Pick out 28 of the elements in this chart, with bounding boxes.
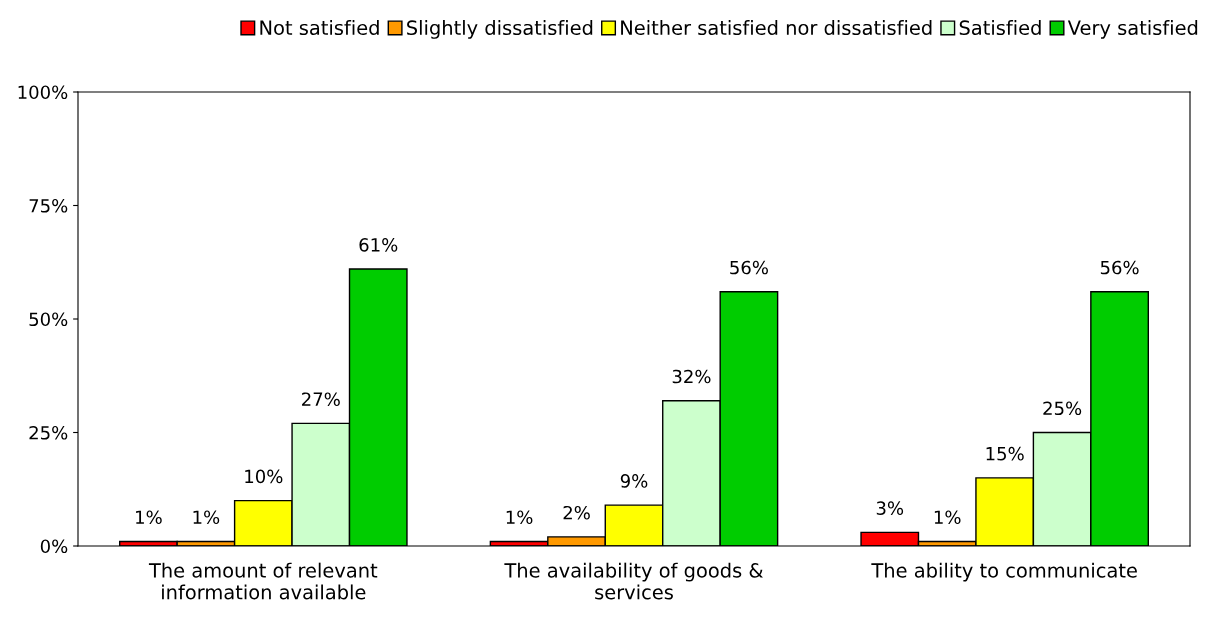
data-label: 25% (1043, 401, 1082, 416)
data-label: 56% (1100, 260, 1139, 275)
y-tick-label: 100% (18, 85, 68, 100)
data-label: 10% (245, 469, 283, 484)
legend-label: Neither satisfied nor dissatisfied (621, 20, 932, 36)
x-tick-label: The amount of relevant information available (148, 562, 378, 600)
data-label: 1% (506, 510, 533, 525)
y-tick-label: 25% (29, 425, 68, 440)
y-tick-label: 50% (29, 312, 68, 327)
legend-label: Not satisfied (260, 20, 379, 36)
data-label: 9% (620, 474, 648, 488)
y-tick-label: 0% (40, 539, 68, 554)
data-label: 1% (193, 510, 220, 525)
data-label: 3% (876, 501, 904, 515)
y-tick-label: 75% (29, 198, 68, 213)
legend-label: Satisfied (959, 20, 1041, 36)
data-label: 32% (672, 369, 711, 384)
data-label: 56% (730, 260, 768, 275)
x-tick-label: The availability of goods & services (504, 562, 763, 600)
legend-label: Slightly dissatisfied (407, 20, 593, 39)
data-label: 2% (563, 505, 590, 520)
data-label: 61% (359, 238, 398, 252)
x-tick-label: The ability to communicate (871, 562, 1137, 582)
data-label: 1% (934, 510, 961, 525)
data-label: 1% (136, 510, 162, 525)
legend-label: Very satisfied (1067, 20, 1198, 39)
data-label: 15% (986, 446, 1024, 461)
data-label: 27% (302, 392, 340, 407)
